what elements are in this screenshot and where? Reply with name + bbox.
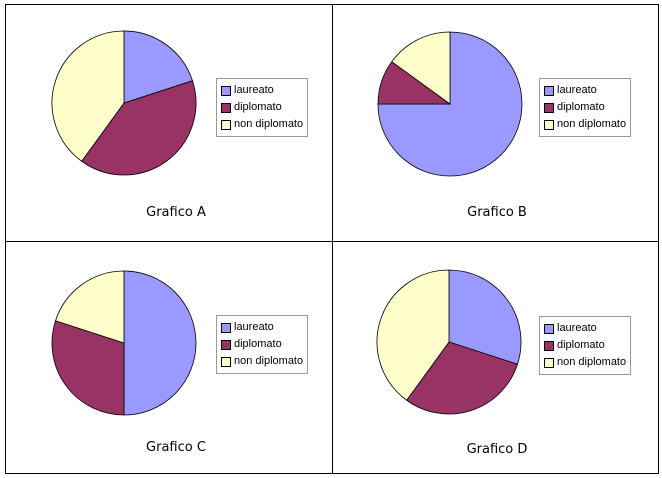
grid-divider-horizontal <box>6 241 658 242</box>
legend-c: laureato diplomato non diplomato <box>216 315 309 374</box>
pie-chart-c <box>51 270 197 416</box>
chart-title-b: Grafico B <box>467 205 527 220</box>
legend-a: laureato diplomato non diplomato <box>216 78 309 137</box>
legend-swatch <box>221 85 231 96</box>
legend-item-laureato: laureato <box>544 82 626 99</box>
legend-label: diplomato <box>234 338 282 350</box>
pie-slice-laureato <box>123 270 197 416</box>
legend-label: laureato <box>557 322 597 334</box>
pie-slice-non-diplomato <box>391 31 451 105</box>
chart-grid: laureato diplomato non diplomato Grafico… <box>5 4 659 474</box>
legend-label: non diplomato <box>557 356 627 368</box>
legend-item-non-diplomato: non diplomato <box>544 116 626 133</box>
legend-item-non-diplomato: non diplomato <box>221 353 303 370</box>
legend-swatch <box>221 119 231 130</box>
legend-label: non diplomato <box>234 118 304 130</box>
pie-slice-non-diplomato <box>55 270 125 344</box>
pie-slice-diplomato <box>406 341 518 415</box>
chart-title-d: Grafico D <box>466 442 528 457</box>
legend-label: diplomato <box>557 339 605 351</box>
pie-slice-non-diplomato <box>51 30 125 162</box>
chart-panel-d: laureato diplomato non diplomato Grafico… <box>333 242 658 473</box>
chart-panel-a: laureato diplomato non diplomato Grafico… <box>6 5 332 241</box>
legend-b: laureato diplomato non diplomato <box>539 78 632 137</box>
legend-label: laureato <box>234 84 274 96</box>
legend-swatch <box>544 119 554 130</box>
pie-slice-laureato <box>448 269 522 365</box>
pie-slice-diplomato <box>51 320 125 416</box>
legend-swatch <box>221 102 231 113</box>
legend-item-non-diplomato: non diplomato <box>221 116 303 133</box>
legend-swatch <box>221 339 231 350</box>
legend-item-laureato: laureato <box>221 319 303 336</box>
pie-slice-laureato <box>123 30 193 104</box>
pie-chart-d <box>376 269 522 415</box>
legend-label: non diplomato <box>557 118 627 130</box>
legend-item-non-diplomato: non diplomato <box>544 354 626 371</box>
pie-chart-a <box>51 30 197 176</box>
legend-swatch <box>544 340 554 351</box>
legend-swatch <box>544 323 554 334</box>
chart-title-a: Grafico A <box>146 205 206 220</box>
legend-swatch <box>221 322 231 333</box>
legend-label: diplomato <box>557 101 605 113</box>
legend-swatch <box>544 85 554 96</box>
pie-slice-non-diplomato <box>376 269 450 401</box>
legend-swatch <box>221 356 231 367</box>
pie-slice-diplomato <box>81 80 197 176</box>
legend-item-diplomato: diplomato <box>544 337 626 354</box>
chart-title-c: Grafico C <box>146 440 206 455</box>
legend-swatch <box>544 102 554 113</box>
legend-label: laureato <box>557 84 597 96</box>
legend-item-diplomato: diplomato <box>221 336 303 353</box>
legend-item-diplomato: diplomato <box>221 99 303 116</box>
chart-panel-b: laureato diplomato non diplomato Grafico… <box>333 5 658 241</box>
legend-item-diplomato: diplomato <box>544 99 626 116</box>
grid-divider-vertical <box>332 5 333 473</box>
legend-item-laureato: laureato <box>544 320 626 337</box>
pie-chart-b <box>377 31 523 177</box>
chart-panel-c: laureato diplomato non diplomato Grafico… <box>6 242 332 473</box>
legend-label: diplomato <box>234 101 282 113</box>
legend-d: laureato diplomato non diplomato <box>539 316 632 375</box>
legend-label: non diplomato <box>234 355 304 367</box>
legend-item-laureato: laureato <box>221 82 303 99</box>
legend-swatch <box>544 357 554 368</box>
legend-label: laureato <box>234 321 274 333</box>
